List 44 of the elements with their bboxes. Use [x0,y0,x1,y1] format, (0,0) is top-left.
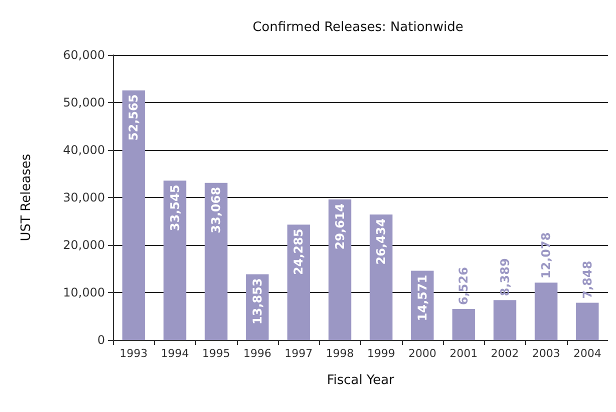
chart-title: Confirmed Releases: Nationwide [252,20,464,35]
y-tick-label: 0 [97,333,105,347]
bar [122,90,145,340]
data-label: 24,285 [292,228,306,275]
y-axis-title: UST Releases [19,154,34,242]
x-axis-title: Fiscal Year [326,373,395,388]
x-tick-label: 1993 [120,347,148,360]
data-label: 13,853 [250,278,264,325]
x-tick-label: 2004 [573,347,602,360]
data-label: 7,848 [580,260,594,299]
data-label: 33,068 [209,186,224,234]
bar [328,199,352,340]
bar [370,214,392,340]
y-tick-label: 50,000 [63,96,105,110]
data-label: 8,389 [498,258,512,296]
data-label: 29,614 [332,203,347,250]
data-label: 33,545 [168,184,182,231]
x-tick-label: 2003 [532,347,560,360]
x-tick-label: 1998 [326,347,354,360]
data-label: 12,078 [539,232,554,279]
bar [576,302,599,340]
y-tick-label: 40,000 [63,143,105,157]
y-tick-label: 60,000 [63,48,105,62]
data-label: 14,571 [415,274,430,322]
bar [494,300,516,340]
x-tick-label: 2000 [408,347,436,360]
bar [452,309,475,340]
bar [204,182,228,340]
bar [164,180,186,340]
x-tick-label: 1999 [367,347,396,360]
bar [287,224,310,340]
data-label: 6,526 [456,267,471,305]
x-tick-label: 2002 [490,347,519,360]
y-tick-label: 30,000 [63,190,105,204]
y-tick-label: 10,000 [63,286,105,300]
bar [534,282,558,340]
x-tick-label: 1995 [202,347,230,360]
data-label: 52,565 [126,94,141,141]
x-tick-label: 1997 [284,347,313,360]
data-label: 26,434 [374,218,388,265]
y-tick-label: 20,000 [63,238,105,252]
x-tick-label: 1994 [160,347,189,360]
x-tick-label: 2001 [450,347,478,360]
x-tick-label: 1996 [243,347,272,360]
